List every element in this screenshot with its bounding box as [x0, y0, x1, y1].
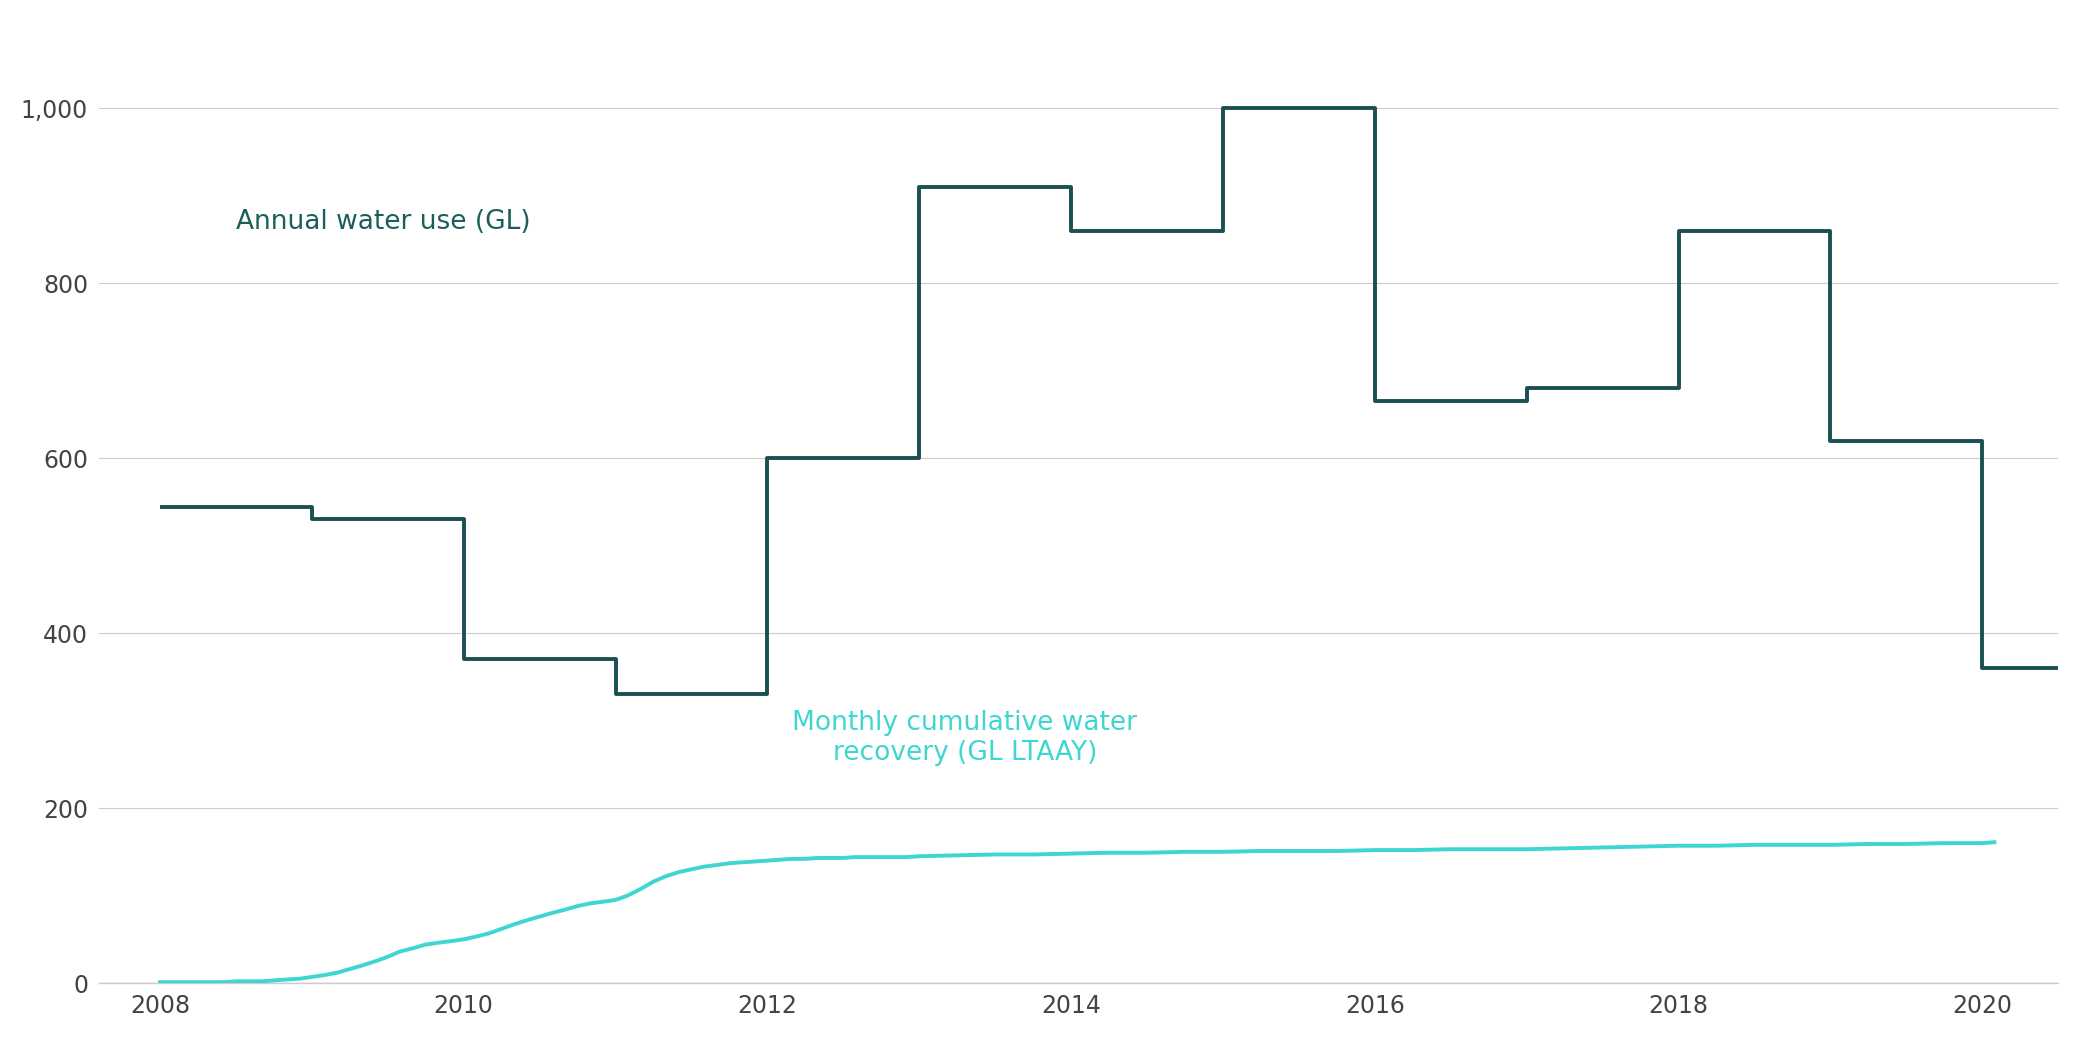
Text: Monthly cumulative water
recovery (GL LTAAY): Monthly cumulative water recovery (GL LT… [792, 710, 1137, 766]
Text: Annual water use (GL): Annual water use (GL) [235, 209, 530, 235]
